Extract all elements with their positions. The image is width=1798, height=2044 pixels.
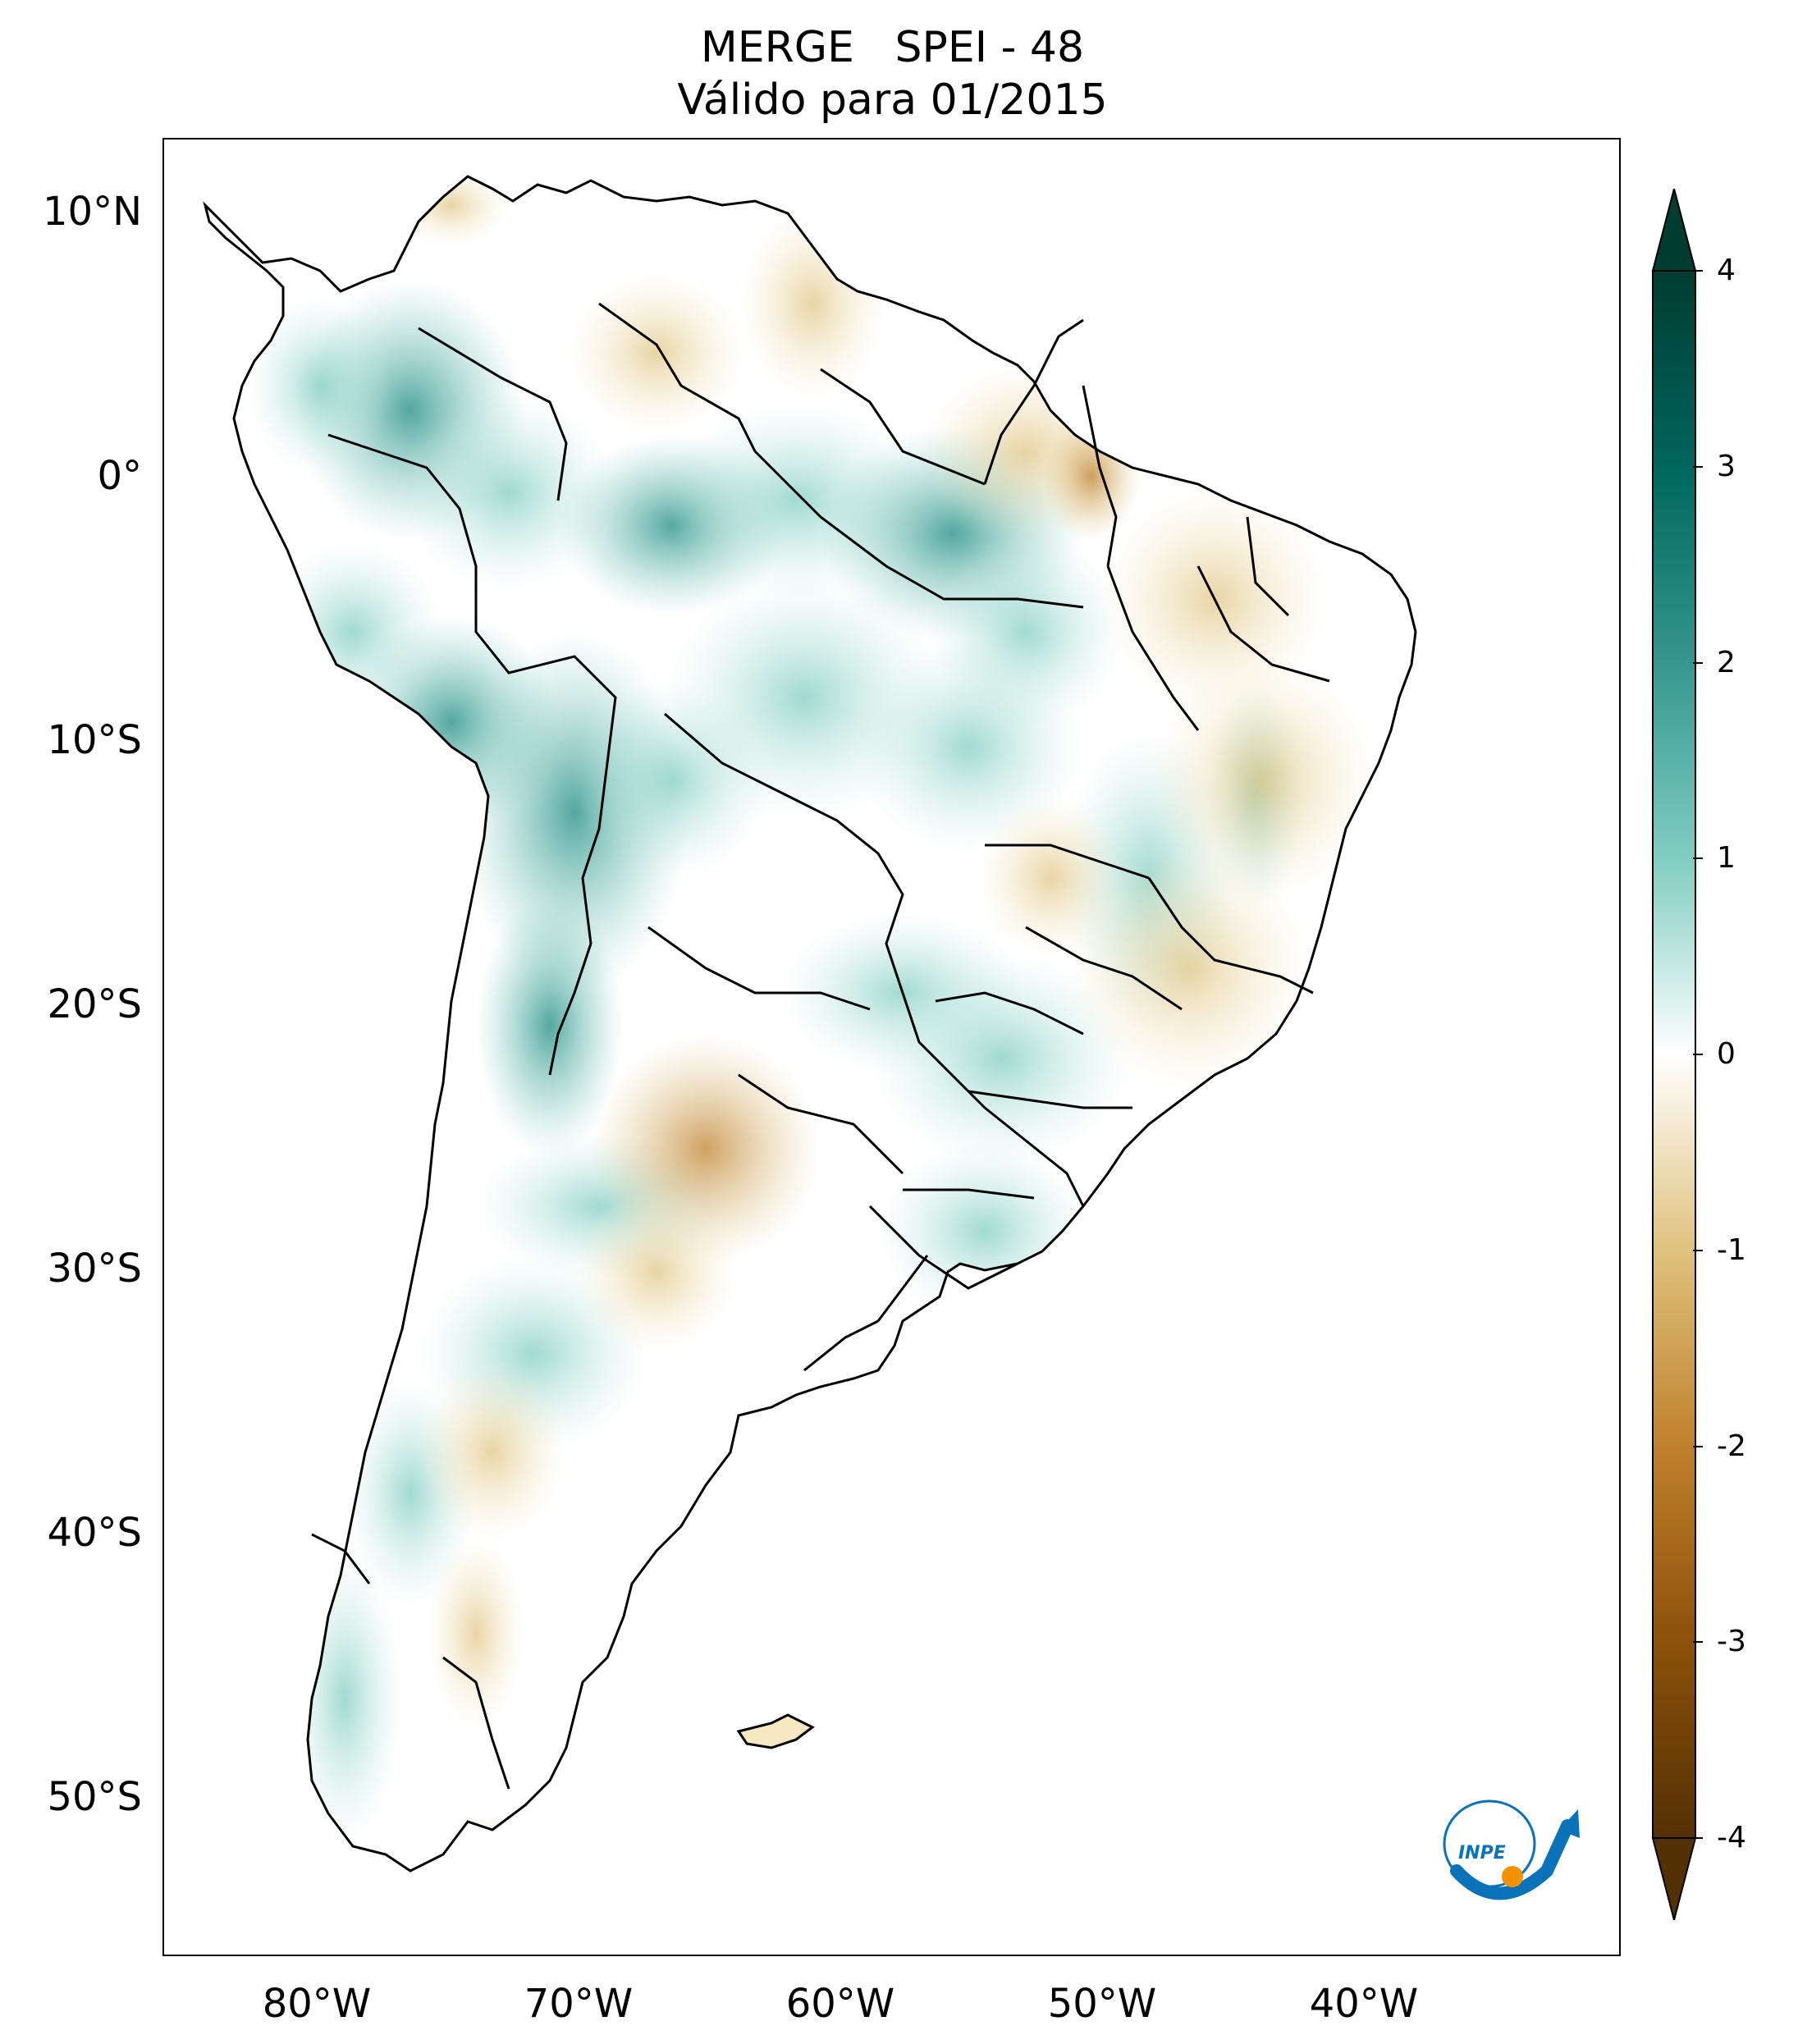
map-subtitle: Válido para 01/2015 [677, 75, 1108, 125]
lon-label-80w: 80°W [262, 1981, 372, 2027]
inpe-logo: INPE [1443, 1799, 1580, 1900]
lon-label-70w: 70°W [524, 1981, 634, 2027]
colorbar-tick-mark [1693, 1054, 1703, 1055]
lon-label-40w: 40°W [1309, 1981, 1419, 2027]
colorbar-tick-label: 4 [1717, 254, 1736, 287]
map-title: MERGE SPEI - 48 [700, 23, 1085, 72]
lat-label-0: 0° [97, 453, 142, 499]
colorbar-tick-mark [1693, 1641, 1703, 1644]
colorbar-tick-label: 3 [1717, 449, 1736, 483]
colorbar-tick-label: -1 [1717, 1232, 1746, 1267]
colorbar-tick-mark [1693, 857, 1703, 860]
south-america-map [204, 175, 1417, 1873]
colorbar-extend-max [1651, 189, 1697, 272]
colorbar-tick-label: -4 [1717, 1821, 1746, 1854]
logo-arrow-head [1559, 1809, 1580, 1838]
colorbar-tick-label: 0 [1717, 1037, 1736, 1071]
lon-label-60w: 60°W [785, 1981, 895, 2027]
colorbar-tick-mark [1693, 1445, 1703, 1447]
colorbar-tick-mark [1693, 270, 1703, 272]
colorbar-tick-mark [1693, 1249, 1703, 1251]
colorbar-tick-label: 1 [1717, 841, 1736, 876]
map-panel[interactable] [162, 138, 1621, 1956]
lat-label-10n: 10°N [43, 189, 142, 235]
falkland-islands [736, 1713, 815, 1749]
colorbar-extend-min [1651, 1837, 1697, 1920]
lat-label-20s: 20°S [47, 981, 142, 1027]
lat-label-50s: 50°S [47, 1774, 142, 1820]
colorbar-tick-mark [1693, 465, 1703, 468]
logo-orange-dot [1502, 1866, 1523, 1887]
colorbar-tick-mark [1693, 1837, 1703, 1839]
colorbar-gradient [1652, 270, 1696, 1839]
lon-label-50w: 50°W [1047, 1981, 1157, 2027]
colorbar-tick-label: 2 [1717, 645, 1736, 679]
colorbar-tick-label: -2 [1717, 1429, 1746, 1463]
logo-text: INPE [1458, 1843, 1506, 1863]
lat-label-40s: 40°S [47, 1510, 142, 1556]
colorbar-tick-mark [1693, 661, 1703, 664]
lat-label-30s: 30°S [47, 1246, 142, 1292]
colorbar-tick-label: -3 [1717, 1625, 1746, 1659]
country-borders [204, 175, 1417, 1873]
logo-arrow-body [1450, 1819, 1574, 1900]
lat-label-10s: 10°S [47, 717, 142, 763]
